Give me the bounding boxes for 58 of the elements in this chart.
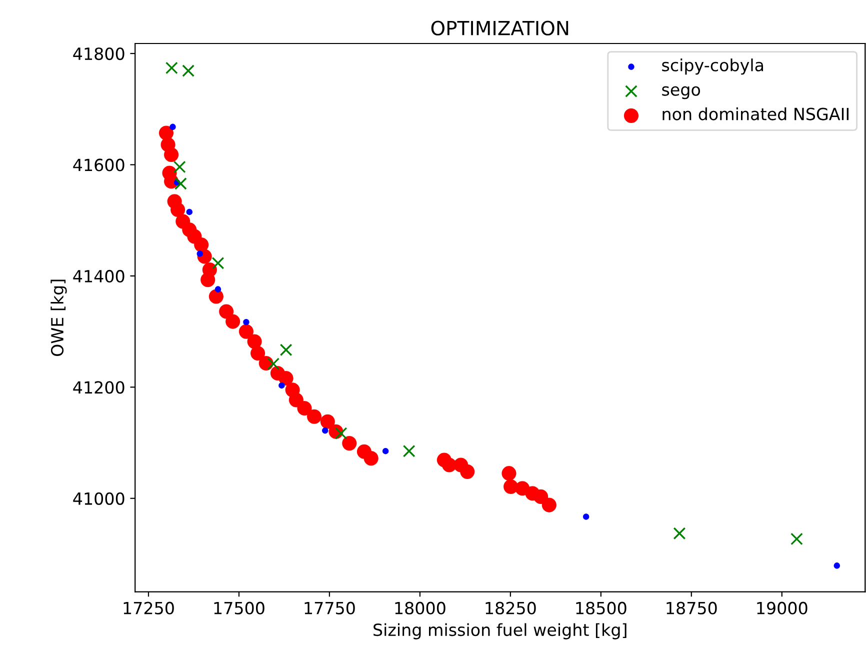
y-tick-label: 41400 xyxy=(73,270,124,282)
point xyxy=(267,358,280,370)
point xyxy=(364,451,378,466)
point xyxy=(790,532,803,546)
point xyxy=(334,427,348,440)
x-tick-label: 18250 xyxy=(486,602,536,614)
x-tick-label: 17750 xyxy=(304,602,355,614)
point xyxy=(170,202,186,218)
point xyxy=(280,344,292,356)
point xyxy=(243,318,250,326)
x-tick-label: 17250 xyxy=(124,602,174,614)
point xyxy=(164,147,179,162)
point xyxy=(582,514,590,520)
point xyxy=(382,448,389,454)
x-tick-label: 18000 xyxy=(395,602,446,614)
point xyxy=(238,324,254,339)
point xyxy=(182,64,195,77)
point xyxy=(174,177,187,190)
y-axis-title: OWE [kg] xyxy=(50,280,67,356)
legend-label: scipy-cobyla xyxy=(662,58,764,75)
point xyxy=(208,289,224,304)
point xyxy=(165,62,178,74)
y-tick-label: 41000 xyxy=(73,492,124,505)
y-tick-label: 41600 xyxy=(73,158,124,172)
y-tick-label: 41800 xyxy=(73,47,124,60)
x-tick-label: 18750 xyxy=(666,602,717,614)
legend-label: non dominated NSGAII xyxy=(662,107,848,120)
point xyxy=(342,436,357,451)
point xyxy=(226,314,240,329)
x-tick-label: 18500 xyxy=(576,602,626,614)
point xyxy=(278,370,294,386)
point xyxy=(834,562,840,569)
point xyxy=(673,527,686,540)
point xyxy=(214,286,222,292)
point xyxy=(250,346,266,361)
point xyxy=(402,444,416,458)
point xyxy=(460,464,475,479)
x-axis-title: Sizing mission fuel weight [kg] xyxy=(374,623,626,640)
point xyxy=(278,382,285,389)
point xyxy=(200,272,216,288)
x-tick-label: 17500 xyxy=(214,602,264,614)
point xyxy=(212,256,224,270)
point xyxy=(194,238,209,252)
point xyxy=(247,334,262,349)
point xyxy=(170,124,176,130)
point xyxy=(297,400,312,416)
point xyxy=(196,250,203,257)
point xyxy=(502,466,516,481)
x-tick-label: 19000 xyxy=(757,602,808,614)
chart-title: OPTIMIZATION xyxy=(431,20,568,36)
point xyxy=(542,498,556,512)
point xyxy=(306,409,322,424)
point xyxy=(173,160,186,174)
y-tick-label: 41200 xyxy=(73,381,124,394)
point xyxy=(186,208,192,216)
point xyxy=(322,427,328,434)
point xyxy=(320,414,335,429)
legend-label: sego xyxy=(662,86,700,100)
